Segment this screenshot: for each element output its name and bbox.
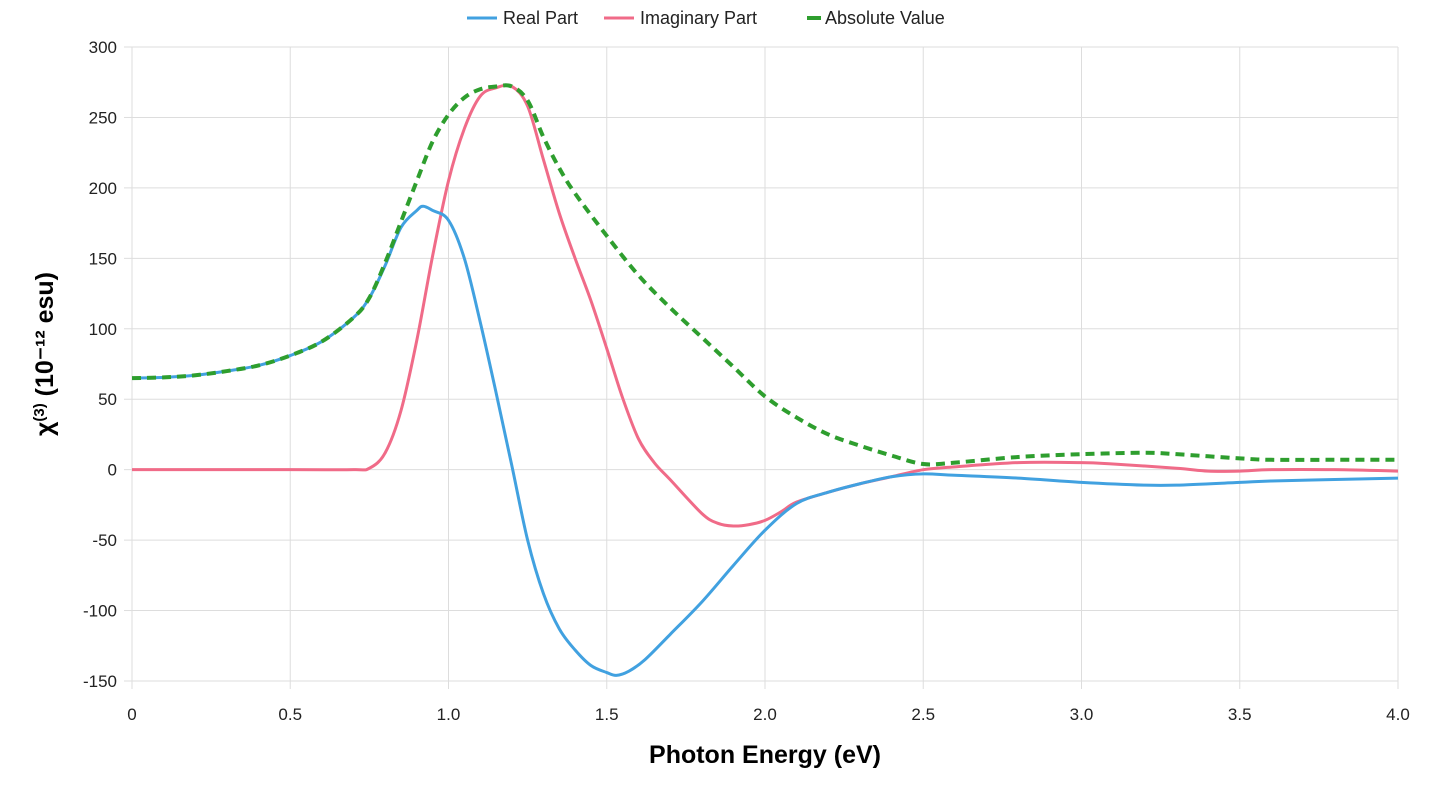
series-line-imaginary-part: [132, 83, 1399, 528]
x-tick-label: 2.5: [911, 705, 935, 724]
y-tick-label: 200: [89, 179, 117, 198]
series-line-absolute-value: [131, 83, 1398, 467]
y-tick-label: 150: [89, 249, 117, 268]
y-tick-label: -50: [92, 531, 117, 550]
y-tick-label: -150: [83, 672, 117, 691]
legend-label-absolute-value[interactable]: Absolute Value: [825, 8, 945, 28]
x-tick-label: 0: [127, 705, 136, 724]
y-tick-label: 100: [89, 320, 117, 339]
y-tick-label: 0: [108, 461, 117, 480]
legend-label-imaginary-part[interactable]: Imaginary Part: [640, 8, 757, 28]
legend[interactable]: Real Part Imaginary Part Absolute Value: [467, 8, 945, 28]
series-line-real-part: [131, 204, 1399, 677]
x-tick-label: 2.0: [753, 705, 777, 724]
y-axis-title-symbol: χ: [31, 421, 59, 436]
axes: -150 -100 -50 0 50 100 150 200 250 300 0 0.5 1.0 1.5 2…: [83, 38, 1410, 724]
x-tick-label: 0.5: [278, 705, 302, 724]
y-tick-label: 300: [89, 38, 117, 57]
legend-label-real-part[interactable]: Real Part: [503, 8, 578, 28]
x-axis-title: Photon Energy (eV): [649, 741, 881, 769]
y-axis-title-units: (10⁻¹² esu): [31, 272, 59, 403]
x-tick-label: 3.0: [1070, 705, 1094, 724]
x-tick-label: 1.0: [437, 705, 461, 724]
grid: [131, 46, 1399, 682]
x-tick-label: 4.0: [1386, 705, 1410, 724]
x-tick-label: 1.5: [595, 705, 619, 724]
y-axis-title-superscript: (3): [31, 403, 48, 421]
y-tick-label: 250: [89, 108, 117, 127]
series-group: [131, 83, 1399, 677]
x-tick-label: 3.5: [1228, 705, 1252, 724]
y-tick-label: 50: [98, 390, 117, 409]
y-axis-title: χ(3) (10⁻¹² esu): [31, 272, 59, 436]
y-tick-label: -100: [83, 602, 117, 621]
